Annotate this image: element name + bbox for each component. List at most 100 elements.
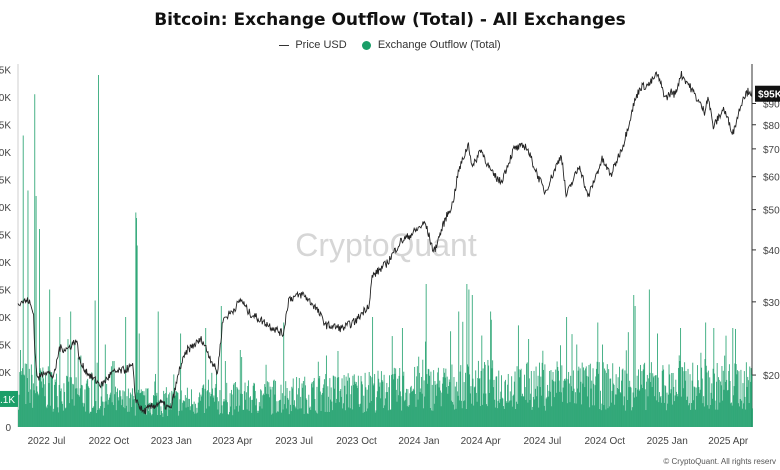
outflow-bar: [252, 385, 254, 427]
outflow-bar: [207, 379, 209, 427]
outflow-bar: [345, 376, 347, 427]
outflow-bar: [558, 380, 560, 427]
outflow-bar: [680, 396, 682, 427]
outflow-bar: [668, 364, 670, 427]
outflow-bar: [341, 378, 343, 427]
outflow-bar: [83, 403, 85, 427]
legend-item-outflow[interactable]: Exchange Outflow (Total): [361, 39, 501, 51]
left-tick-label: 55K: [0, 121, 11, 132]
outflow-bar: [303, 413, 305, 427]
outflow-bar: [656, 400, 658, 427]
outflow-bar: [497, 400, 499, 427]
outflow-bar: [349, 377, 350, 427]
outflow-bar: [657, 333, 658, 427]
outflow-bar: [706, 372, 708, 427]
outflow-bar: [439, 390, 441, 427]
outflow-bar: [176, 392, 178, 427]
outflow-bar: [262, 393, 264, 427]
outflow-bar: [75, 377, 77, 427]
outflow-bar: [159, 415, 161, 427]
outflow-bar: [249, 397, 251, 427]
left-tick-label: 35K: [0, 231, 11, 242]
outflow-badge: [0, 390, 18, 407]
outflow-bar: [215, 383, 217, 427]
outflow-bar: [69, 377, 71, 427]
outflow-bar: [606, 364, 608, 427]
outflow-bar: [36, 391, 38, 427]
outflow-bar: [485, 393, 487, 427]
outflow-bar: [233, 383, 235, 427]
outflow-bar: [723, 389, 725, 427]
outflow-bar: [696, 395, 698, 427]
x-tick-label: 2024 Jan: [398, 436, 439, 447]
x-tick-label: 2025 Apr: [708, 436, 749, 447]
outflow-bar: [250, 399, 252, 427]
outflow-bar: [325, 355, 327, 427]
outflow-bar: [55, 373, 57, 427]
outflow-bar: [641, 371, 643, 427]
outflow-bar: [445, 368, 447, 427]
outflow-bar: [277, 411, 279, 427]
outflow-bar: [126, 396, 128, 427]
outflow-bar: [131, 407, 133, 427]
outflow-bar: [491, 368, 493, 427]
outflow-bar: [230, 406, 232, 427]
outflow-bar: [525, 399, 527, 427]
outflow-bar: [375, 410, 377, 427]
outflow-bar: [705, 365, 707, 427]
outflow-bar: [214, 401, 215, 427]
outflow-bar: [610, 402, 612, 427]
outflow-bar: [562, 387, 564, 427]
outflow-bar: [536, 396, 538, 427]
outflow-bar: [586, 375, 588, 427]
outflow-bar: [383, 374, 385, 427]
legend-item-price[interactable]: Price USD: [279, 39, 347, 51]
outflow-bar: [376, 391, 378, 427]
outflow-bar: [64, 391, 66, 427]
outflow-bar: [633, 397, 635, 427]
outflow-bar: [471, 403, 473, 427]
outflow-bar: [424, 396, 426, 427]
outflow-bar: [162, 416, 164, 427]
outflow-bar: [730, 403, 732, 427]
outflow-bar: [376, 397, 378, 427]
right-tick-label: $50: [763, 206, 780, 217]
left-tick-label: 65K: [0, 66, 11, 77]
outflow-bar: [235, 381, 237, 427]
outflow-bar: [709, 405, 711, 427]
outflow-bar: [351, 385, 353, 427]
outflow-bar: [46, 408, 48, 427]
outflow-bar: [635, 387, 637, 427]
outflow-bar: [594, 385, 596, 427]
outflow-bar: [697, 365, 698, 427]
outflow-bar: [336, 398, 338, 427]
outflow-bar: [546, 397, 548, 427]
outflow-bar: [418, 356, 420, 427]
outflow-bar: [391, 336, 393, 427]
outflow-bar: [321, 393, 323, 427]
outflow-bar: [398, 375, 400, 427]
outflow-bar: [448, 386, 450, 427]
outflow-bar: [482, 368, 484, 427]
outflow-bar: [50, 372, 52, 427]
outflow-bar: [37, 393, 39, 427]
outflow-bar: [554, 381, 556, 427]
outflow-bar: [695, 387, 697, 427]
outflow-bar: [682, 367, 684, 427]
outflow-bar: [614, 394, 616, 427]
outflow-bar: [264, 384, 266, 427]
outflow-bar: [61, 401, 63, 427]
outflow-bar: [18, 394, 20, 427]
outflow-bar: [377, 370, 379, 427]
outflow-bar: [539, 386, 541, 427]
outflow-bar: [648, 289, 650, 427]
outflow-bar: [220, 306, 222, 427]
outflow-bar: [508, 402, 510, 427]
outflow-bar: [349, 408, 351, 427]
outflow-bar: [583, 370, 585, 427]
outflow-bar: [374, 412, 376, 427]
outflow-bar: [92, 407, 94, 427]
outflow-bar: [385, 392, 387, 427]
outflow-bar: [167, 394, 169, 427]
outflow-bar: [484, 364, 486, 427]
